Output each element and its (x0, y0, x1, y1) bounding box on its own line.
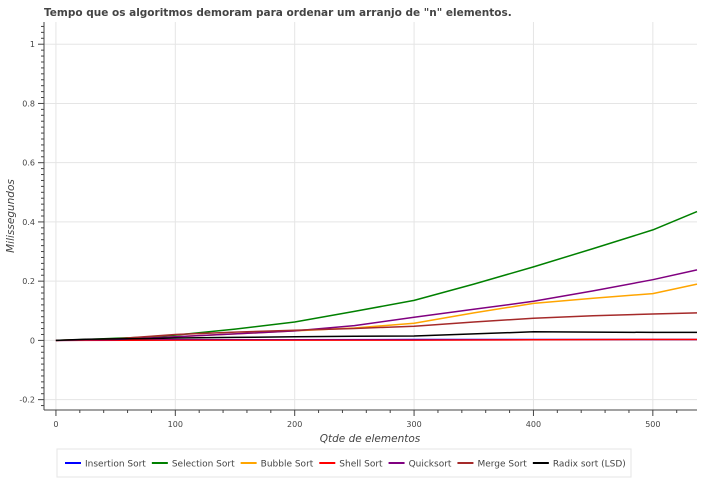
legend-label: Bubble Sort (261, 460, 314, 470)
series-line (55, 331, 697, 342)
y-axis-label: Milissegundos (5, 179, 17, 253)
series-lines (55, 210, 698, 342)
legend-label: Merge Sort (477, 460, 527, 470)
grid (44, 22, 697, 410)
chart-title: Tempo que os algoritmos demoram para ord… (44, 7, 512, 19)
y-tick-label: -0.2 (19, 396, 35, 405)
y-tick-label: 0.6 (22, 159, 35, 168)
x-tick-label: 500 (645, 420, 660, 429)
axes: 0 100 200 300 400 500 -0.2 0 0.2 0.4 0.6 0.8 1 (19, 22, 697, 429)
x-tick-label: 100 (168, 420, 183, 429)
x-tick-label: 0 (53, 420, 58, 429)
series-line (55, 210, 698, 342)
y-tick-label: 0.4 (22, 218, 35, 227)
series-line (55, 269, 698, 342)
legend-label: Quicksort (409, 460, 452, 470)
y-tick-label: 0.2 (22, 277, 35, 286)
legend-label: Selection Sort (172, 460, 235, 470)
x-tick-label: 200 (287, 420, 302, 429)
x-axis-label: Qtde de elementos (320, 433, 421, 445)
x-tick-label: 400 (526, 420, 541, 429)
x-tick-label: 300 (406, 420, 421, 429)
series-line (55, 312, 698, 342)
y-tick-label: 0.8 (22, 99, 35, 108)
legend-label: Shell Sort (339, 460, 383, 470)
legend: Insertion Sort Selection Sort Bubble Sort S… (56, 448, 632, 478)
y-tick-label: 0 (30, 336, 35, 345)
legend-label: Insertion Sort (85, 460, 146, 470)
legend-label: Radix sort (LSD) (553, 460, 626, 470)
series-line (55, 338, 697, 342)
y-tick-label: 1 (30, 40, 35, 49)
